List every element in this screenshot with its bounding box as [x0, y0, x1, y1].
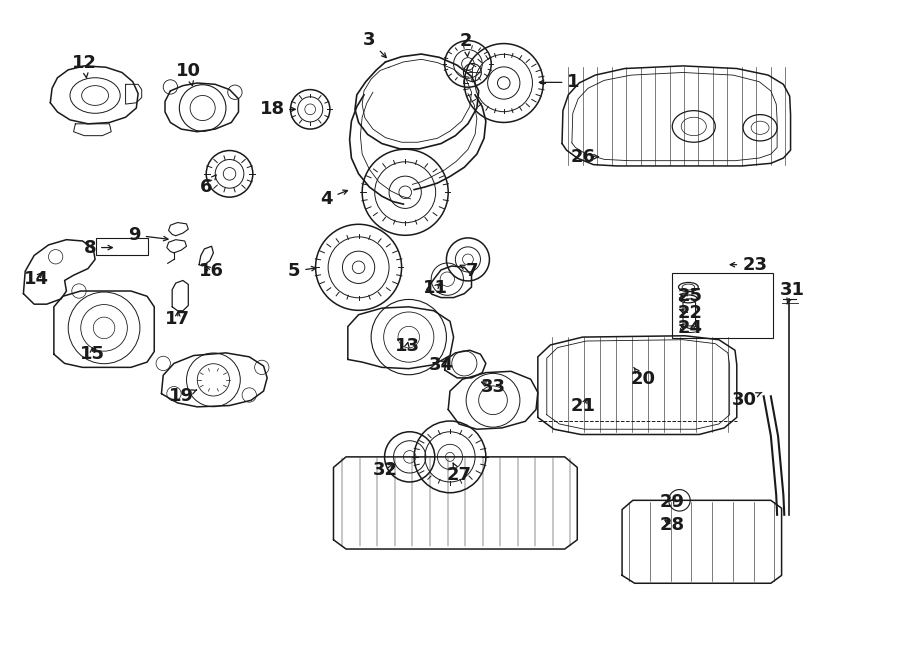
Bar — [96, 239, 148, 255]
Text: 8: 8 — [84, 239, 112, 256]
Text: 1: 1 — [539, 73, 580, 91]
Text: 28: 28 — [660, 516, 685, 534]
Text: 10: 10 — [176, 61, 201, 86]
Text: 4: 4 — [320, 190, 347, 208]
Text: 19: 19 — [168, 387, 196, 405]
Text: 17: 17 — [165, 309, 190, 328]
Text: 34: 34 — [428, 356, 454, 373]
Text: 15: 15 — [80, 345, 105, 363]
Text: 16: 16 — [199, 262, 224, 280]
Text: 24: 24 — [678, 319, 703, 337]
Text: 7: 7 — [460, 262, 479, 280]
Text: 27: 27 — [446, 463, 472, 485]
Text: 2: 2 — [460, 32, 473, 56]
Text: 22: 22 — [678, 304, 703, 323]
Text: 5: 5 — [288, 262, 316, 280]
Text: 18: 18 — [260, 100, 295, 118]
Text: 3: 3 — [363, 30, 386, 58]
Text: 23: 23 — [730, 256, 767, 274]
Text: 30: 30 — [732, 391, 761, 409]
Text: 9: 9 — [129, 226, 168, 244]
Bar — [672, 272, 772, 338]
Text: 29: 29 — [660, 492, 685, 511]
Text: 12: 12 — [72, 54, 97, 78]
Text: 26: 26 — [570, 147, 599, 166]
Text: 20: 20 — [630, 368, 655, 388]
Text: 32: 32 — [373, 461, 398, 479]
Text: 6: 6 — [200, 175, 216, 196]
Text: 25: 25 — [678, 288, 703, 305]
Text: 13: 13 — [394, 337, 419, 356]
Text: 31: 31 — [780, 281, 805, 304]
Text: 11: 11 — [423, 279, 448, 297]
Text: 14: 14 — [23, 270, 49, 288]
Text: 33: 33 — [481, 378, 506, 396]
Text: 21: 21 — [571, 397, 596, 414]
